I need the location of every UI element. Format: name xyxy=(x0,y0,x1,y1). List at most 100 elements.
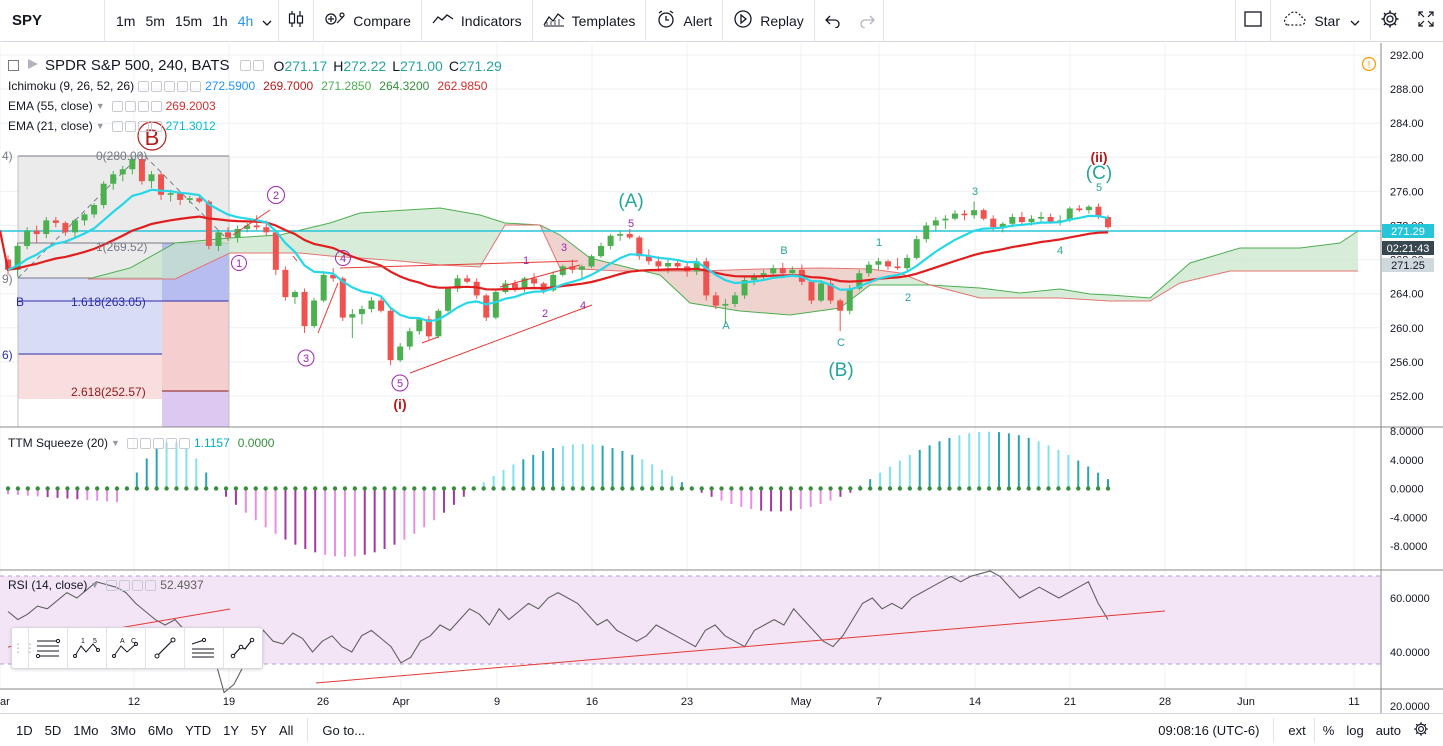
candle-body xyxy=(14,245,21,270)
ema55-legend[interactable]: EMA (55, close) ▼ 269.2003 xyxy=(8,99,216,113)
wave-ii-label: (ii) xyxy=(1090,149,1107,165)
legend-controls[interactable] xyxy=(106,579,157,591)
redo-button[interactable] xyxy=(851,0,883,42)
ttm-dot xyxy=(858,486,863,491)
ttm-dot xyxy=(124,486,130,491)
price-tick-label: 264.00 xyxy=(1390,289,1424,301)
indicators-button[interactable]: Indicators xyxy=(422,0,532,42)
range-all[interactable]: All xyxy=(278,722,294,738)
ttm-dot xyxy=(758,486,764,491)
ohlc-o: O271.17 xyxy=(273,57,328,74)
percent-toggle[interactable]: % xyxy=(1322,722,1335,738)
chevron-down-icon[interactable]: ▼ xyxy=(95,101,105,111)
legend-controls[interactable] xyxy=(138,80,202,92)
ttm-dot xyxy=(778,486,784,491)
timeframe-1h[interactable]: 1h xyxy=(212,12,228,29)
rsi-legend[interactable]: RSI (14, close) ▼ 52.4937 xyxy=(8,578,204,592)
chart-type-button[interactable] xyxy=(279,0,313,42)
fullscreen-button[interactable] xyxy=(1409,0,1443,42)
templates-button[interactable]: Templates xyxy=(533,0,646,42)
chevron-down-icon[interactable] xyxy=(262,13,272,29)
small-wave-3t: 3 xyxy=(972,186,978,198)
settings-button[interactable] xyxy=(1371,0,1409,42)
path-tool-button[interactable] xyxy=(223,628,262,668)
candle-body xyxy=(416,319,423,332)
ttm-legend[interactable]: TTM Squeeze (20) ▼ 1.1157 0.0000 xyxy=(8,436,274,450)
flag-icon xyxy=(27,58,39,73)
fib-label-ext1: 1.618(263.05) xyxy=(71,295,146,309)
save-star-button[interactable]: Star xyxy=(1271,0,1370,42)
info-icon[interactable]: ! xyxy=(1361,56,1377,72)
chevron-down-icon[interactable]: ▼ xyxy=(95,121,105,131)
timeframe-5m[interactable]: 5m xyxy=(145,12,165,29)
fib-channel-button[interactable] xyxy=(184,628,223,668)
candle-body xyxy=(425,319,432,337)
legend-controls[interactable] xyxy=(126,437,190,449)
drag-handle-icon[interactable]: ⋮⋮ xyxy=(12,641,36,655)
trend-lines[interactable] xyxy=(232,209,593,374)
collapse-icon[interactable] xyxy=(8,60,19,71)
fullscreen-layout-button[interactable] xyxy=(1236,0,1270,42)
range-1mo[interactable]: 1Mo xyxy=(73,722,99,738)
timeframe-15m[interactable]: 15m xyxy=(174,12,203,29)
divider xyxy=(722,0,724,42)
ext-toggle[interactable]: ext xyxy=(1288,722,1306,738)
candle-body xyxy=(808,281,815,301)
ttm-dot xyxy=(75,486,80,491)
ichimoku-value-3: 271.2850 xyxy=(321,79,372,93)
auto-toggle[interactable]: auto xyxy=(1375,722,1401,738)
small-wave-5: 5 xyxy=(628,218,634,230)
ttm-dot xyxy=(1026,486,1031,491)
symbol-search[interactable]: SPY xyxy=(12,12,43,29)
rsi-tick-label: 60.0000 xyxy=(1390,593,1430,605)
fib-retracement[interactable] xyxy=(17,152,230,427)
range-5y[interactable]: 5Y xyxy=(251,722,267,738)
timeframe-4h[interactable]: 4h xyxy=(237,12,254,29)
ttm-dot xyxy=(649,486,655,491)
range-ytd[interactable]: YTD xyxy=(185,722,212,738)
ema21-legend[interactable]: EMA (21, close) ▼ 271.3012 xyxy=(8,119,216,133)
candle-body xyxy=(167,193,174,195)
ichimoku-legend[interactable]: Ichimoku (9, 26, 52, 26) 272.5900 269.70… xyxy=(8,79,487,93)
candle-body xyxy=(511,283,518,289)
symbol-title: SPDR S&P 500, 240, BATS xyxy=(45,57,230,74)
ttm-dot xyxy=(412,486,417,491)
trend-line-tool-button[interactable] xyxy=(145,628,184,668)
chart-area[interactable]: B 1 2 3 4 5 xyxy=(0,43,1443,713)
legend-controls[interactable] xyxy=(111,100,162,112)
time-tick-label: Jun xyxy=(1237,696,1255,708)
log-toggle[interactable]: log xyxy=(1346,722,1364,738)
chevron-down-icon[interactable]: ▼ xyxy=(90,580,100,590)
ttm-squeeze-histogram xyxy=(5,431,1111,557)
ttm-dot xyxy=(441,486,447,491)
alert-button[interactable]: Alert xyxy=(646,0,722,42)
fib-tool-button[interactable] xyxy=(28,628,67,668)
ohlc-c: C271.29 xyxy=(448,57,502,74)
range-3mo[interactable]: 3Mo xyxy=(110,722,136,738)
compare-button[interactable]: Compare xyxy=(314,0,421,42)
rsi-label: RSI (14, close) xyxy=(8,578,88,592)
rsi-tick-label: 40.0000 xyxy=(1390,647,1430,659)
legend-controls[interactable] xyxy=(111,120,162,132)
candle-body xyxy=(24,230,31,246)
replay-button[interactable]: Replay xyxy=(723,0,814,42)
chevron-down-icon[interactable]: ▼ xyxy=(111,438,120,448)
chart-canvas[interactable]: B 1 2 3 4 5 xyxy=(0,43,1443,713)
timeframe-1m[interactable]: 1m xyxy=(116,12,136,29)
ttm-dot xyxy=(392,486,397,491)
chevron-down-icon[interactable] xyxy=(1350,13,1360,29)
price-tick-label: 292.00 xyxy=(1390,50,1424,62)
undo-button[interactable] xyxy=(815,0,851,42)
range-5d[interactable]: 5D xyxy=(44,722,62,738)
range-6mo[interactable]: 6Mo xyxy=(147,722,174,738)
path-icon xyxy=(230,637,255,659)
ttm-dot xyxy=(332,486,338,491)
candle-body xyxy=(722,303,729,306)
legend-controls[interactable] xyxy=(239,60,264,71)
range-1d[interactable]: 1D xyxy=(16,722,33,738)
goto-button[interactable]: Go to... xyxy=(322,722,366,738)
range-1y[interactable]: 1Y xyxy=(223,722,240,738)
gear-icon[interactable] xyxy=(1407,721,1443,740)
